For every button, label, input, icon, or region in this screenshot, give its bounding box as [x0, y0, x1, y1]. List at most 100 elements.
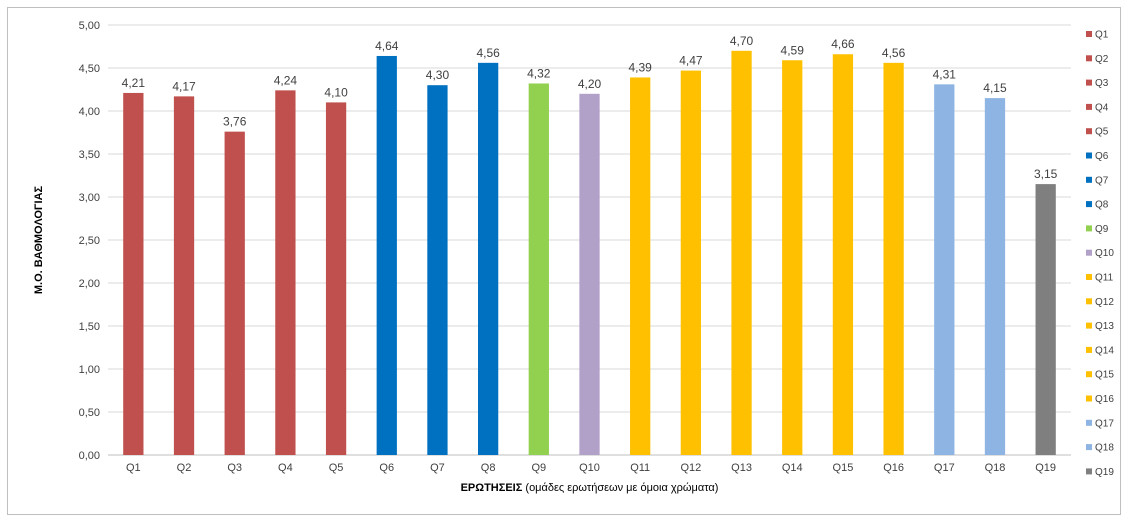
legend-label: Q16 — [1095, 394, 1114, 405]
bar-chart: 0,00 0,50 1,00 1,50 2,00 2,50 3,00 3,50 4,00 4,50… — [33, 20, 1114, 494]
y-tick-label: 3,00 — [79, 192, 100, 204]
bar — [325, 102, 347, 456]
legend-swatch — [1086, 103, 1092, 110]
bar — [630, 77, 651, 456]
legend-label: Q19 — [1095, 467, 1114, 478]
data-label: 3,76 — [223, 115, 247, 129]
bar — [934, 84, 955, 455]
data-label: 4,66 — [831, 37, 855, 51]
legend-swatch — [1086, 298, 1092, 305]
legend-swatch — [1086, 346, 1092, 353]
legend-swatch — [1086, 152, 1092, 159]
bars — [123, 50, 1056, 456]
data-label: 4,21 — [122, 76, 146, 90]
bar — [680, 70, 702, 455]
legend-label: Q4 — [1095, 102, 1109, 113]
bar — [376, 55, 397, 456]
data-label: 3,15 — [1034, 167, 1058, 181]
legend-label: Q14 — [1095, 345, 1114, 356]
bar — [832, 54, 854, 456]
data-label: 4,47 — [679, 54, 703, 68]
data-label: 4,15 — [983, 81, 1007, 95]
legend-label: Q18 — [1095, 443, 1114, 454]
legend-label: Q1 — [1095, 30, 1109, 41]
x-tick-label: Q11 — [630, 462, 650, 474]
legend-swatch — [1086, 55, 1092, 62]
legend-label: Q6 — [1095, 151, 1109, 162]
legend-swatch — [1086, 225, 1092, 232]
legend: Q1 Q2 Q3 Q4 Q5 Q6 Q7 Q8 Q9 Q10 Q11 Q12 Q13 Q14 Q15 Q16 Q… — [1086, 30, 1114, 478]
data-label: 4,56 — [882, 46, 906, 60]
x-axis-title-bold: ΕΡΩΤΗΣΕΙΣ — [461, 482, 523, 494]
data-labels: 4,21 4,17 3,76 4,24 4,10 4,64 4,30 4,56 4,32 4,20… — [122, 34, 1058, 181]
legend-label: Q11 — [1095, 273, 1114, 284]
x-tick-label: Q18 — [985, 462, 1006, 474]
y-tick-label: 4,50 — [79, 63, 100, 75]
x-axis-title-rest: (ομάδες ερωτήσεων με όμοια χρώματα) — [522, 482, 718, 494]
x-axis-title: ΕΡΩΤΗΣΕΙΣ (ομάδες ερωτήσεων με όμοια χρώ… — [461, 482, 719, 494]
bar — [275, 90, 296, 456]
data-label: 4,70 — [730, 34, 754, 48]
y-tick-label: 2,50 — [79, 235, 100, 247]
x-tick-label: Q13 — [731, 462, 752, 474]
x-tick-label: Q19 — [1035, 462, 1056, 474]
data-label: 4,59 — [781, 43, 805, 57]
bar — [579, 93, 600, 456]
x-tick-label: Q2 — [177, 462, 192, 474]
legend-swatch — [1086, 79, 1092, 86]
legend-swatch — [1086, 371, 1092, 378]
legend-label: Q2 — [1095, 54, 1109, 65]
bar — [782, 60, 803, 455]
y-axis-ticks: 0,00 0,50 1,00 1,50 2,00 2,50 3,00 3,50 4,00 4,50… — [79, 20, 100, 462]
x-tick-label: Q15 — [833, 462, 854, 474]
legend-label: Q5 — [1095, 127, 1109, 138]
y-tick-label: 5,00 — [79, 20, 100, 32]
legend-swatch — [1086, 468, 1092, 475]
legend-swatch — [1086, 444, 1092, 451]
bar — [477, 62, 499, 456]
x-tick-label: Q7 — [430, 462, 445, 474]
legend-label: Q7 — [1095, 175, 1109, 186]
legend-swatch — [1086, 395, 1092, 402]
y-axis-title: Μ.Ο. ΒΑΘΜΟΛΟΓΙΑΣ — [33, 185, 45, 294]
legend-swatch — [1086, 274, 1092, 280]
y-tick-label: 1,00 — [79, 364, 100, 376]
legend-swatch — [1086, 201, 1092, 208]
x-tick-label: Q8 — [481, 462, 496, 474]
x-tick-label: Q3 — [227, 462, 242, 474]
data-label: 4,31 — [933, 67, 957, 81]
data-label: 4,32 — [527, 66, 551, 80]
bar — [123, 92, 144, 455]
bar — [173, 96, 195, 455]
bar — [883, 62, 904, 456]
y-tick-label: 0,50 — [79, 407, 100, 419]
legend-swatch — [1086, 249, 1092, 256]
data-label: 4,56 — [476, 46, 500, 60]
x-tick-label: Q9 — [531, 462, 546, 474]
x-tick-label: Q4 — [278, 462, 293, 474]
x-tick-label: Q6 — [379, 462, 394, 474]
legend-swatch — [1086, 31, 1092, 37]
y-tick-label: 1,50 — [79, 321, 100, 333]
data-label: 4,39 — [629, 60, 653, 74]
data-label: 4,17 — [172, 79, 196, 93]
data-label: 4,30 — [426, 68, 450, 82]
bar — [1035, 184, 1056, 455]
bar — [224, 131, 245, 455]
y-tick-label: 4,00 — [79, 106, 100, 118]
data-label: 4,24 — [274, 73, 298, 87]
bar — [731, 50, 752, 456]
y-tick-label: 0,00 — [79, 450, 100, 462]
legend-label: Q10 — [1095, 248, 1114, 259]
bar — [427, 85, 448, 455]
data-label: 4,64 — [375, 39, 399, 53]
legend-swatch — [1086, 128, 1092, 135]
x-tick-label: Q10 — [579, 462, 600, 474]
data-label: 4,10 — [324, 85, 348, 99]
data-label: 4,20 — [578, 77, 602, 91]
legend-label: Q13 — [1095, 321, 1114, 332]
x-tick-label: Q14 — [782, 462, 803, 474]
bar — [984, 98, 1006, 455]
legend-label: Q15 — [1095, 370, 1114, 381]
legend-label: Q17 — [1095, 418, 1114, 429]
